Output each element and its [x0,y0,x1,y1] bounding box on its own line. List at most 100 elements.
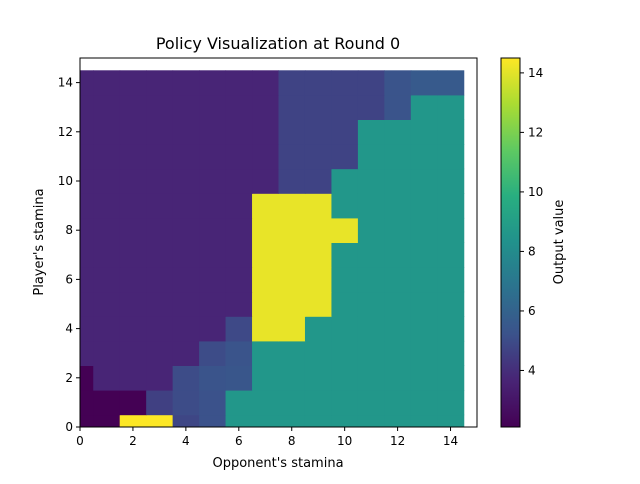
heatmap-cell [410,193,438,219]
heatmap-cell [199,242,227,268]
heatmap-cell [437,365,465,391]
heatmap-cell [304,217,332,243]
heatmap-cell [304,340,332,366]
x-tick-label: 14 [443,434,458,448]
colorbar-tick-label: 12 [528,125,543,139]
heatmap-cell [304,316,332,342]
heatmap-cell [93,390,121,416]
heatmap-cell [437,119,465,145]
heatmap-cell [384,365,412,391]
heatmap-cell [437,242,465,268]
heatmap-cell [357,144,385,170]
heatmap-cell [278,217,306,243]
x-tick-label: 0 [76,434,84,448]
heatmap-cell [384,144,412,170]
heatmap-cell [172,217,200,243]
heatmap-cell [225,144,253,170]
heatmap-cell [199,340,227,366]
heatmap-cell [199,119,227,145]
heatmap-cell [437,316,465,342]
heatmap-cell [278,316,306,342]
heatmap-cell [119,94,147,120]
heatmap-cell [437,267,465,293]
heatmap-cell [80,94,94,120]
heatmap-cell [252,242,279,268]
colorbar-ticks: 4 6 8 10 12 14 [520,66,543,377]
heatmap-cell [278,390,306,416]
heatmap-cell [410,70,438,96]
colorbar [500,57,521,428]
heatmap-cell [80,217,94,243]
heatmap-cell [93,119,121,145]
heatmap-cell [384,94,412,120]
heatmap-cell [199,168,227,194]
heatmap-cell [119,144,147,170]
heatmap-cell [119,291,147,317]
heatmap-cell [437,390,465,416]
heatmap-cell [146,316,174,342]
x-tick-label: 4 [182,434,190,448]
heatmap-cell [93,414,121,428]
heatmap-cell [331,316,359,342]
heatmap-cell [304,144,332,170]
heatmap-cell [331,193,359,219]
heatmap-cell [252,193,279,219]
heatmap-cell [384,217,412,243]
heatmap-cell [146,390,174,416]
heatmap-cell [384,414,412,428]
heatmap-cell [119,193,147,219]
heatmap-cell [80,291,94,317]
heatmap-cell [384,242,412,268]
heatmap-cell [172,168,200,194]
heatmap-cell [119,70,147,96]
heatmap-cell [331,70,359,96]
heatmap-cell [437,70,465,96]
heatmap-cell [80,340,94,366]
heatmap-cell [119,390,147,416]
heatmap-cell [437,217,465,243]
heatmap-cell [304,94,332,120]
heatmap-cell [93,144,121,170]
heatmap-cell [146,94,174,120]
heatmap-cell [357,291,385,317]
heatmap-cell [119,119,147,145]
heatmap-cell [146,267,174,293]
heatmap-cell [146,193,174,219]
heatmap-cell [199,217,227,243]
heatmap-cell [304,365,332,391]
heatmap-cell [410,242,438,268]
heatmap-cell [357,390,385,416]
y-tick-label: 0 [65,420,73,434]
heatmap-cell [93,70,121,96]
heatmap-cell [410,340,438,366]
y-tick-label: 4 [65,322,73,336]
heatmap-cell [93,94,121,120]
heatmap-cell [437,291,465,317]
y-tick-label: 2 [65,371,73,385]
x-tick-label: 10 [337,434,352,448]
heatmap-cell [331,414,359,428]
heatmap-cell [304,414,332,428]
heatmap-cell [278,267,306,293]
heatmap-cell [225,414,253,428]
heatmap-cell [384,70,412,96]
heatmap-cell [146,414,174,428]
heatmap-cell [278,414,306,428]
y-tick-label: 12 [58,125,73,139]
heatmap-cell [199,94,227,120]
heatmap-cell [225,390,253,416]
heatmap-cell [331,168,359,194]
heatmap-cell [225,168,253,194]
heatmap-cell [172,94,200,120]
heatmap-cell [384,390,412,416]
heatmap-cell [304,168,332,194]
heatmap-cell [357,70,385,96]
heatmap-cell [80,168,94,194]
heatmap-cell [331,340,359,366]
heatmap-cell [146,168,174,194]
heatmap-cell [252,144,279,170]
heatmap-cell [80,390,94,416]
heatmap-cell [304,119,332,145]
heatmap-cell [278,94,306,120]
